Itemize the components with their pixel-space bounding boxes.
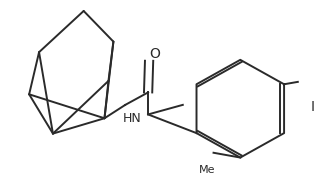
Text: O: O bbox=[150, 47, 161, 61]
Text: HN: HN bbox=[123, 112, 142, 125]
Text: Me: Me bbox=[199, 165, 216, 175]
Text: I: I bbox=[311, 100, 315, 114]
